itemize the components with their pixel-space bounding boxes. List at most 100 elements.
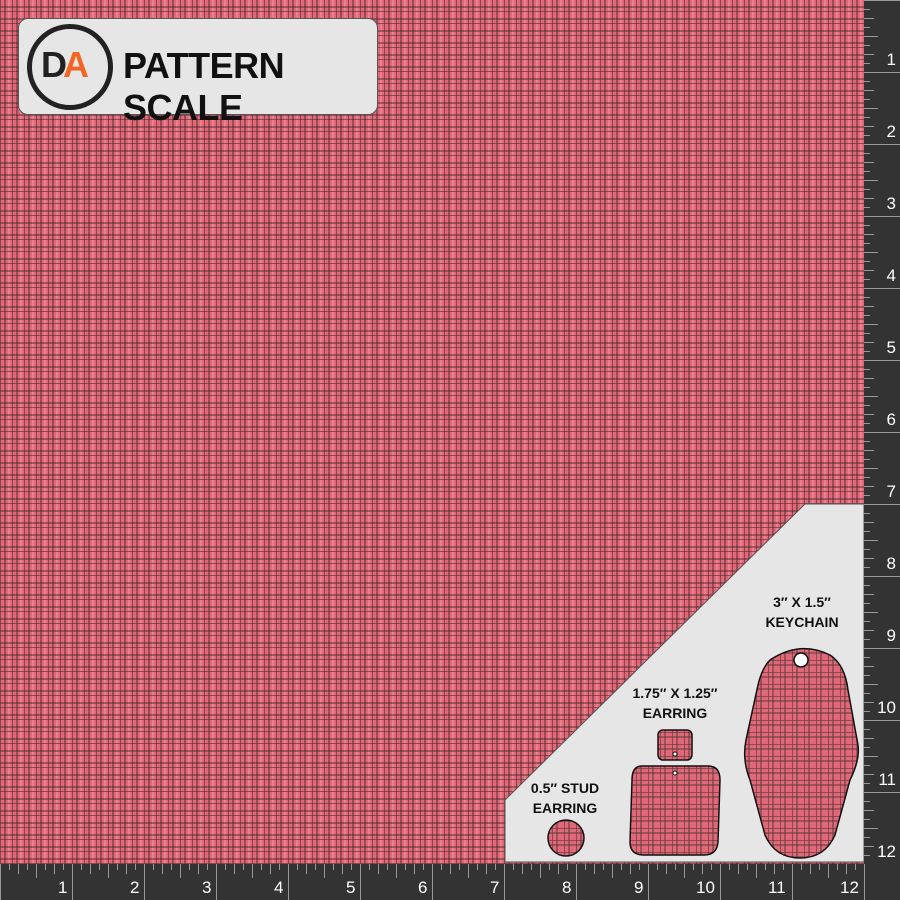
ruler-tick xyxy=(864,270,874,271)
ruler-tick xyxy=(864,522,874,523)
ruler-tick xyxy=(864,594,874,595)
ruler-tick xyxy=(864,387,870,388)
ruler-tick xyxy=(630,864,631,874)
ruler-tick xyxy=(864,252,878,253)
ruler-tick xyxy=(819,864,820,870)
ruler-tick xyxy=(711,864,712,870)
ruler-tick xyxy=(414,864,415,874)
ruler-tick xyxy=(864,693,870,694)
ruler-tick xyxy=(864,837,870,838)
ruler-tick xyxy=(531,864,532,870)
ruler-tick xyxy=(864,135,870,136)
ruler-tick xyxy=(828,864,829,878)
ruler-tick xyxy=(864,666,874,667)
ruler-tick xyxy=(783,864,784,870)
ruler-tick xyxy=(864,432,900,433)
ruler-tick xyxy=(45,864,46,870)
ruler-tick xyxy=(279,864,280,870)
ruler-tick xyxy=(702,864,703,874)
ruler-tick xyxy=(9,864,10,870)
ruler-tick xyxy=(693,864,694,870)
ruler-tick xyxy=(864,36,878,37)
ruler-tick xyxy=(774,864,775,874)
ruler-tick xyxy=(549,864,550,870)
ruler-label: 5 xyxy=(346,878,356,897)
logo-d: D xyxy=(41,44,67,85)
page-title: PATTERN SCALE xyxy=(123,45,285,128)
ruler-tick xyxy=(864,18,874,19)
ruler-tick xyxy=(864,864,865,900)
ruler-tick xyxy=(369,864,370,870)
ruler-tick xyxy=(594,864,595,874)
ruler-tick xyxy=(126,864,127,874)
ruler-tick xyxy=(360,864,361,900)
ruler-tick xyxy=(378,864,379,874)
ruler-tick xyxy=(504,864,505,900)
ruler-tick xyxy=(864,72,900,73)
ruler-label: 11 xyxy=(768,878,786,897)
logo-banner: D A PATTERN SCALE xyxy=(18,18,378,128)
ruler-label: 4 xyxy=(886,266,896,285)
ruler-tick xyxy=(477,864,478,870)
ruler-label: 8 xyxy=(562,878,572,897)
small-earring-shape xyxy=(657,729,693,761)
ruler-tick xyxy=(864,9,870,10)
ruler-horizontal: 1 2 3 4 5 6 7 8 9 10 11 12 xyxy=(0,864,900,900)
ruler-tick xyxy=(801,864,802,870)
ruler-tick xyxy=(756,864,757,878)
earring-label: 1.75″ X 1.25″ EARRING xyxy=(632,685,718,721)
ruler-tick xyxy=(567,864,568,870)
ruler-tick xyxy=(864,549,870,550)
ruler-label: 3 xyxy=(202,878,212,897)
ruler-tick xyxy=(864,630,874,631)
ruler-tick xyxy=(864,153,870,154)
ruler-tick xyxy=(864,765,870,766)
ruler-tick xyxy=(864,495,870,496)
ruler-tick xyxy=(288,864,289,900)
ruler-label: 1 xyxy=(58,878,68,897)
ruler-tick xyxy=(864,756,878,757)
ruler-tick xyxy=(864,27,870,28)
ruler-tick xyxy=(864,441,870,442)
ruler-tick xyxy=(432,864,433,900)
ruler-tick xyxy=(198,864,199,874)
ruler-tick xyxy=(54,864,55,874)
ruler-tick xyxy=(423,864,424,870)
ruler-tick xyxy=(180,864,181,878)
ruler-tick xyxy=(864,675,870,676)
ruler-label: 2 xyxy=(886,122,896,141)
ruler-tick xyxy=(864,405,870,406)
ruler-label: 9 xyxy=(634,878,644,897)
ruler-tick xyxy=(864,198,874,199)
ruler-tick xyxy=(216,864,217,900)
ruler-tick xyxy=(864,306,874,307)
ruler-tick xyxy=(864,396,878,397)
ruler-tick xyxy=(864,117,870,118)
ruler-label: 8 xyxy=(886,554,896,573)
ruler-label: 7 xyxy=(886,482,896,501)
ruler-tick xyxy=(864,711,870,712)
ruler-tick xyxy=(342,864,343,874)
ruler-tick xyxy=(864,126,874,127)
ruler-tick xyxy=(864,477,870,478)
ruler-tick xyxy=(864,828,878,829)
ruler-tick xyxy=(864,729,870,730)
ruler-tick xyxy=(270,864,271,874)
ruler-tick xyxy=(513,864,514,870)
ruler-tick xyxy=(135,864,136,870)
ruler-tick xyxy=(864,486,874,487)
ruler-tick xyxy=(864,360,900,361)
earring-hole-icon xyxy=(672,770,678,776)
ruler-tick xyxy=(864,567,870,568)
ruler-tick xyxy=(648,864,649,900)
ruler-tick xyxy=(864,423,870,424)
ruler-vertical: 1 2 3 4 5 6 7 8 9 10 11 12 xyxy=(864,0,900,900)
ruler-tick xyxy=(468,864,469,878)
ruler-tick xyxy=(90,864,91,874)
ruler-tick xyxy=(36,864,37,878)
ruler-tick xyxy=(603,864,604,870)
ruler-tick xyxy=(306,864,307,874)
ruler-tick xyxy=(189,864,190,870)
ruler-tick xyxy=(27,864,28,870)
ruler-tick xyxy=(864,810,874,811)
